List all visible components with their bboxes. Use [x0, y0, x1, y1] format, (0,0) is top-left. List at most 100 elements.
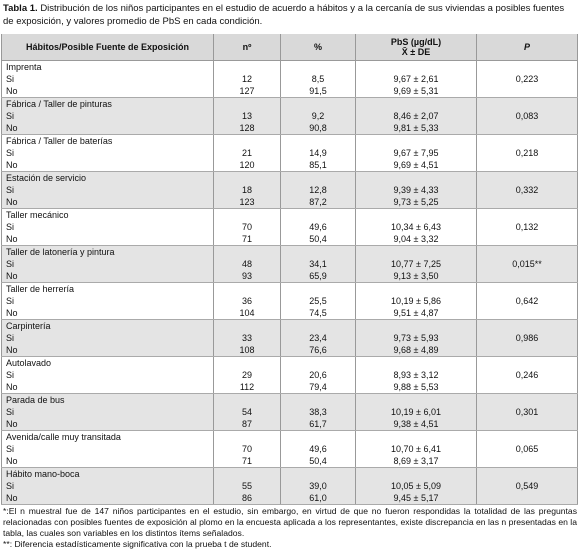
spacer — [360, 357, 472, 369]
p-cell: 0,218 — [476, 134, 578, 172]
n-cell: 21 120 — [213, 134, 281, 172]
pbs-cell: 10,70 ± 6,41 8,69 ± 3,17 — [355, 430, 477, 468]
answer-label: No — [6, 493, 18, 503]
p-cell: 0,132 — [476, 208, 578, 246]
spacer — [360, 61, 472, 73]
factor-cell: Autolavado Si No — [1, 356, 214, 394]
n-cell: 29 112 — [213, 356, 281, 394]
factor-name: Fábrica / Taller de pinturas — [6, 99, 112, 109]
value-text: 76,6 — [309, 345, 327, 355]
spacer — [218, 135, 276, 147]
answer-label: Si — [6, 74, 15, 84]
n-cell: 54 87 — [213, 393, 281, 431]
value-text: 74,5 — [309, 308, 327, 318]
pbs-cell: 9,67 ± 7,95 9,69 ± 4,51 — [355, 134, 477, 172]
value-text: 85,1 — [309, 160, 327, 170]
spacer — [218, 61, 276, 73]
header-cell: nº — [213, 34, 281, 61]
spacer — [360, 98, 472, 110]
pbs-cell: 9,73 ± 5,93 9,68 ± 4,89 — [355, 319, 477, 357]
header-text: X̄ ± DE — [401, 47, 431, 57]
value-text: 12 — [241, 74, 252, 84]
p-cell: 0,549 — [476, 467, 578, 505]
value-text: 8,69 ± 3,17 — [393, 456, 439, 466]
n-cell: 13 128 — [213, 97, 281, 135]
answer-label: No — [6, 160, 18, 170]
pbs-cell: 10,05 ± 5,09 9,45 ± 5,17 — [355, 467, 477, 505]
value-text: 8,46 ± 2,07 — [393, 111, 439, 121]
factor-cell: Fábrica / Taller de baterías Si No — [1, 134, 214, 172]
pbs-cell: 8,46 ± 2,07 9,81 ± 5,33 — [355, 97, 477, 135]
pct-cell: 8,5 91,5 — [280, 60, 356, 98]
p-cell: 0,065 — [476, 430, 578, 468]
value-text: 50,4 — [309, 456, 327, 466]
spacer — [218, 320, 276, 332]
pct-cell: 20,6 79,4 — [280, 356, 356, 394]
pct-cell: 49,6 50,4 — [280, 430, 356, 468]
factor-name: Taller de latonería y pintura — [6, 247, 115, 257]
spacer — [360, 135, 472, 147]
value-text: 93 — [241, 271, 252, 281]
header-row: Hábitos/Posible Fuente de Exposición nº … — [1, 34, 578, 61]
spacer — [285, 431, 351, 443]
spacer — [360, 320, 472, 332]
pbs-cell: 10,34 ± 6,43 9,04 ± 3,32 — [355, 208, 477, 246]
group-row: Estación de servicio Si No 18 123 12,8 87,2 9,3… — [1, 171, 578, 209]
header-text: P — [523, 42, 530, 52]
factor-name: Parada de bus — [6, 395, 65, 405]
n-cell: 48 93 — [213, 245, 281, 283]
value-text: 50,4 — [309, 234, 327, 244]
spacer — [285, 357, 351, 369]
factor-name: Autolavado — [6, 358, 52, 368]
answer-label: No — [6, 234, 18, 244]
factor-cell: Fábrica / Taller de pinturas Si No — [1, 97, 214, 135]
p-cell: 0,986 — [476, 319, 578, 357]
answer-label: No — [6, 382, 18, 392]
value-text: 10,70 ± 6,41 — [391, 444, 441, 454]
p-cell: 0,015** — [476, 245, 578, 283]
n-cell: 70 71 — [213, 208, 281, 246]
spacer — [360, 283, 472, 295]
value-text: 10,19 ± 5,86 — [391, 296, 441, 306]
group-row: Taller mecánico Si No 70 71 49,6 50,4 10,34 ± 6… — [1, 208, 578, 246]
answer-label: No — [6, 123, 18, 133]
group-row: Taller de latonería y pintura Si No 48 93 34,… — [1, 245, 578, 283]
answer-label: Si — [6, 481, 15, 491]
factor-name: Imprenta — [6, 62, 42, 72]
spacer — [285, 209, 351, 221]
n-cell: 36 104 — [213, 282, 281, 320]
value-text: 9,67 ± 2,61 — [393, 74, 439, 84]
value-text: 71 — [241, 234, 252, 244]
value-text: 9,68 ± 4,89 — [393, 345, 439, 355]
answer-label: Si — [6, 296, 15, 306]
p-value: 0,015** — [512, 259, 542, 269]
p-value: 0,332 — [515, 185, 539, 195]
answer-label: No — [6, 197, 18, 207]
factor-name: Fábrica / Taller de baterías — [6, 136, 113, 146]
value-text: 123 — [239, 197, 255, 207]
value-text: 87,2 — [309, 197, 327, 207]
value-text: 65,9 — [309, 271, 327, 281]
value-text: 23,4 — [309, 333, 327, 343]
value-text: 9,81 ± 5,33 — [393, 123, 439, 133]
n-cell: 12 127 — [213, 60, 281, 98]
factor-name: Avenida/calle muy transitada — [6, 432, 121, 442]
header-cell: PbS (µg/dL) X̄ ± DE — [355, 34, 477, 61]
answer-label: Si — [6, 148, 15, 158]
caption: Tabla 1. Distribución de los niños parti… — [3, 2, 577, 28]
value-text: 9,73 ± 5,25 — [393, 197, 439, 207]
p-cell: 0,332 — [476, 171, 578, 209]
factor-cell: Taller de latonería y pintura Si No — [1, 245, 214, 283]
spacer — [360, 394, 472, 406]
answer-label: No — [6, 86, 18, 96]
p-value: 0,642 — [515, 296, 539, 306]
value-text: 79,4 — [309, 382, 327, 392]
factor-name: Carpintería — [6, 321, 51, 331]
p-cell: 0,642 — [476, 282, 578, 320]
n-cell: 33 108 — [213, 319, 281, 357]
value-text: 9,51 ± 4,87 — [393, 308, 439, 318]
p-value: 0,301 — [515, 407, 539, 417]
header-cell: % — [280, 34, 356, 61]
value-text: 91,5 — [309, 86, 327, 96]
spacer — [285, 135, 351, 147]
